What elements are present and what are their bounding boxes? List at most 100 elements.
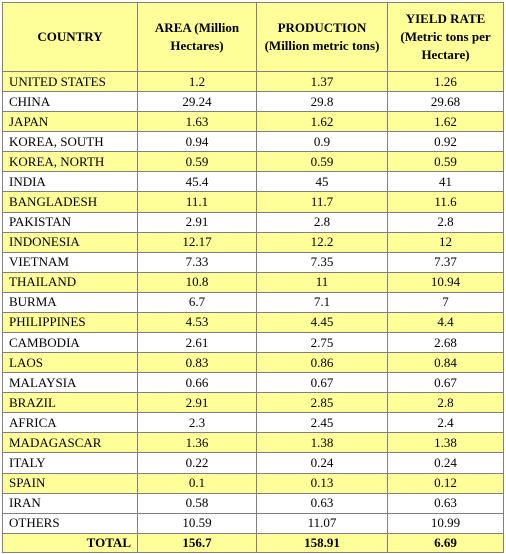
table-row: KOREA, NORTH 0.59 0.59 0.59 [2, 151, 504, 173]
yield-cell: 0.24 [387, 452, 504, 474]
table-row: BRAZIL 2.91 2.85 2.8 [2, 392, 504, 414]
yield-cell: 12 [387, 231, 504, 253]
yield-cell: 0.84 [387, 352, 504, 374]
area-cell: 0.83 [137, 352, 257, 374]
area-cell: 12.17 [137, 231, 257, 253]
yield-cell: 2.4 [387, 412, 504, 434]
area-cell: 0.59 [137, 151, 257, 173]
header-area: AREA (Million Hectares) [137, 2, 257, 72]
yield-cell: 41 [387, 171, 504, 193]
area-cell: 10.8 [137, 271, 257, 293]
production-cell: 7.35 [256, 251, 388, 273]
header-area-label: AREA (Million Hectares) [154, 20, 240, 53]
production-cell: 0.24 [256, 452, 388, 474]
table-row: BURMA 6.7 7.1 7 [2, 291, 504, 313]
total-yield: 6.69 [387, 533, 504, 553]
production-cell: 0.59 [256, 151, 388, 173]
table-row: INDIA 45.4 45 41 [2, 171, 504, 193]
yield-cell: 11.6 [387, 191, 504, 213]
area-cell: 1.63 [137, 111, 257, 133]
yield-cell: 1.38 [387, 432, 504, 454]
yield-cell: 1.62 [387, 111, 504, 133]
table-row: CHINA 29.24 29.8 29.68 [2, 91, 504, 113]
country-cell: PHILIPPINES [2, 311, 138, 334]
country-cell: LAOS [2, 352, 138, 374]
table-row: OTHERS 10.59 11.07 10.99 [2, 512, 504, 535]
header-production: PRODUCTION (Million metric tons) [256, 2, 388, 72]
country-cell: KOREA, SOUTH [2, 131, 138, 153]
total-area: 156.7 [137, 533, 257, 553]
header-row: COUNTRY AREA (Million Hectares) PRODUCTI… [2, 2, 504, 72]
production-cell: 2.45 [256, 412, 388, 434]
header-production-label: PRODUCTION (Million metric tons) [264, 20, 380, 53]
area-cell: 1.36 [137, 432, 257, 454]
area-cell: 10.59 [137, 512, 257, 535]
table-row: VIETNAM 7.33 7.35 7.37 [2, 251, 504, 273]
total-row: TOTAL 156.7 158.91 6.69 [2, 533, 504, 553]
area-cell: 2.91 [137, 392, 257, 414]
country-cell: CHINA [2, 91, 138, 113]
area-cell: 2.91 [137, 211, 257, 233]
area-cell: 2.3 [137, 412, 257, 434]
production-cell: 0.86 [256, 352, 388, 374]
table-row: BANGLADESH 11.1 11.7 11.6 [2, 191, 504, 213]
area-cell: 1.2 [137, 70, 257, 93]
production-cell: 0.67 [256, 372, 388, 394]
production-cell: 1.38 [256, 432, 388, 454]
country-cell: THAILAND [2, 271, 138, 293]
production-cell: 2.75 [256, 332, 388, 354]
production-cell: 2.8 [256, 211, 388, 233]
area-cell: 2.61 [137, 332, 257, 354]
table-row: ITALY 0.22 0.24 0.24 [2, 452, 504, 474]
yield-cell: 0.12 [387, 472, 504, 494]
header-country: COUNTRY [2, 2, 138, 72]
production-cell: 29.8 [256, 91, 388, 113]
country-cell: OTHERS [2, 512, 138, 535]
production-cell: 11 [256, 271, 388, 293]
country-cell: SPAIN [2, 472, 138, 494]
country-cell: KOREA, NORTH [2, 151, 138, 173]
country-cell: BRAZIL [2, 392, 138, 414]
area-cell: 0.94 [137, 131, 257, 153]
yield-cell: 0.67 [387, 372, 504, 394]
country-cell: PAKISTAN [2, 211, 138, 233]
area-cell: 45.4 [137, 171, 257, 193]
production-cell: 1.62 [256, 111, 388, 133]
yield-cell: 2.8 [387, 392, 504, 414]
production-cell: 45 [256, 171, 388, 193]
table-row: IRAN 0.58 0.63 0.63 [2, 492, 504, 514]
area-cell: 0.22 [137, 452, 257, 474]
yield-cell: 7 [387, 291, 504, 313]
table-row: AFRICA 2.3 2.45 2.4 [2, 412, 504, 434]
table-row: UNITED STATES 1.2 1.37 1.26 [2, 70, 504, 93]
country-cell: VIETNAM [2, 251, 138, 273]
country-cell: BANGLADESH [2, 191, 138, 213]
yield-cell: 7.37 [387, 251, 504, 273]
table-row: SPAIN 0.1 0.13 0.12 [2, 472, 504, 494]
country-cell: ITALY [2, 452, 138, 474]
production-cell: 12.2 [256, 231, 388, 253]
total-production: 158.91 [256, 533, 388, 553]
table-row: INDONESIA 12.17 12.2 12 [2, 231, 504, 253]
table-row: PHILIPPINES 4.53 4.45 4.4 [2, 311, 504, 334]
area-cell: 11.1 [137, 191, 257, 213]
yield-cell: 2.8 [387, 211, 504, 233]
area-cell: 29.24 [137, 91, 257, 113]
yield-cell: 2.68 [387, 332, 504, 354]
yield-cell: 10.99 [387, 512, 504, 535]
header-yield: YIELD RATE (Metric tons per Hectare) [387, 2, 504, 72]
country-cell: INDIA [2, 171, 138, 193]
country-cell: UNITED STATES [2, 70, 138, 93]
yield-cell: 0.59 [387, 151, 504, 173]
area-cell: 6.7 [137, 291, 257, 313]
yield-cell: 0.92 [387, 131, 504, 153]
production-cell: 2.85 [256, 392, 388, 414]
table-row: MADAGASCAR 1.36 1.38 1.38 [2, 432, 504, 454]
country-cell: IRAN [2, 492, 138, 514]
table-row: LAOS 0.83 0.86 0.84 [2, 352, 504, 374]
area-cell: 0.66 [137, 372, 257, 394]
yield-cell: 29.68 [387, 91, 504, 113]
country-cell: CAMBODIA [2, 332, 138, 354]
header-yield-label: YIELD RATE (Metric tons per Hectare) [400, 11, 491, 62]
